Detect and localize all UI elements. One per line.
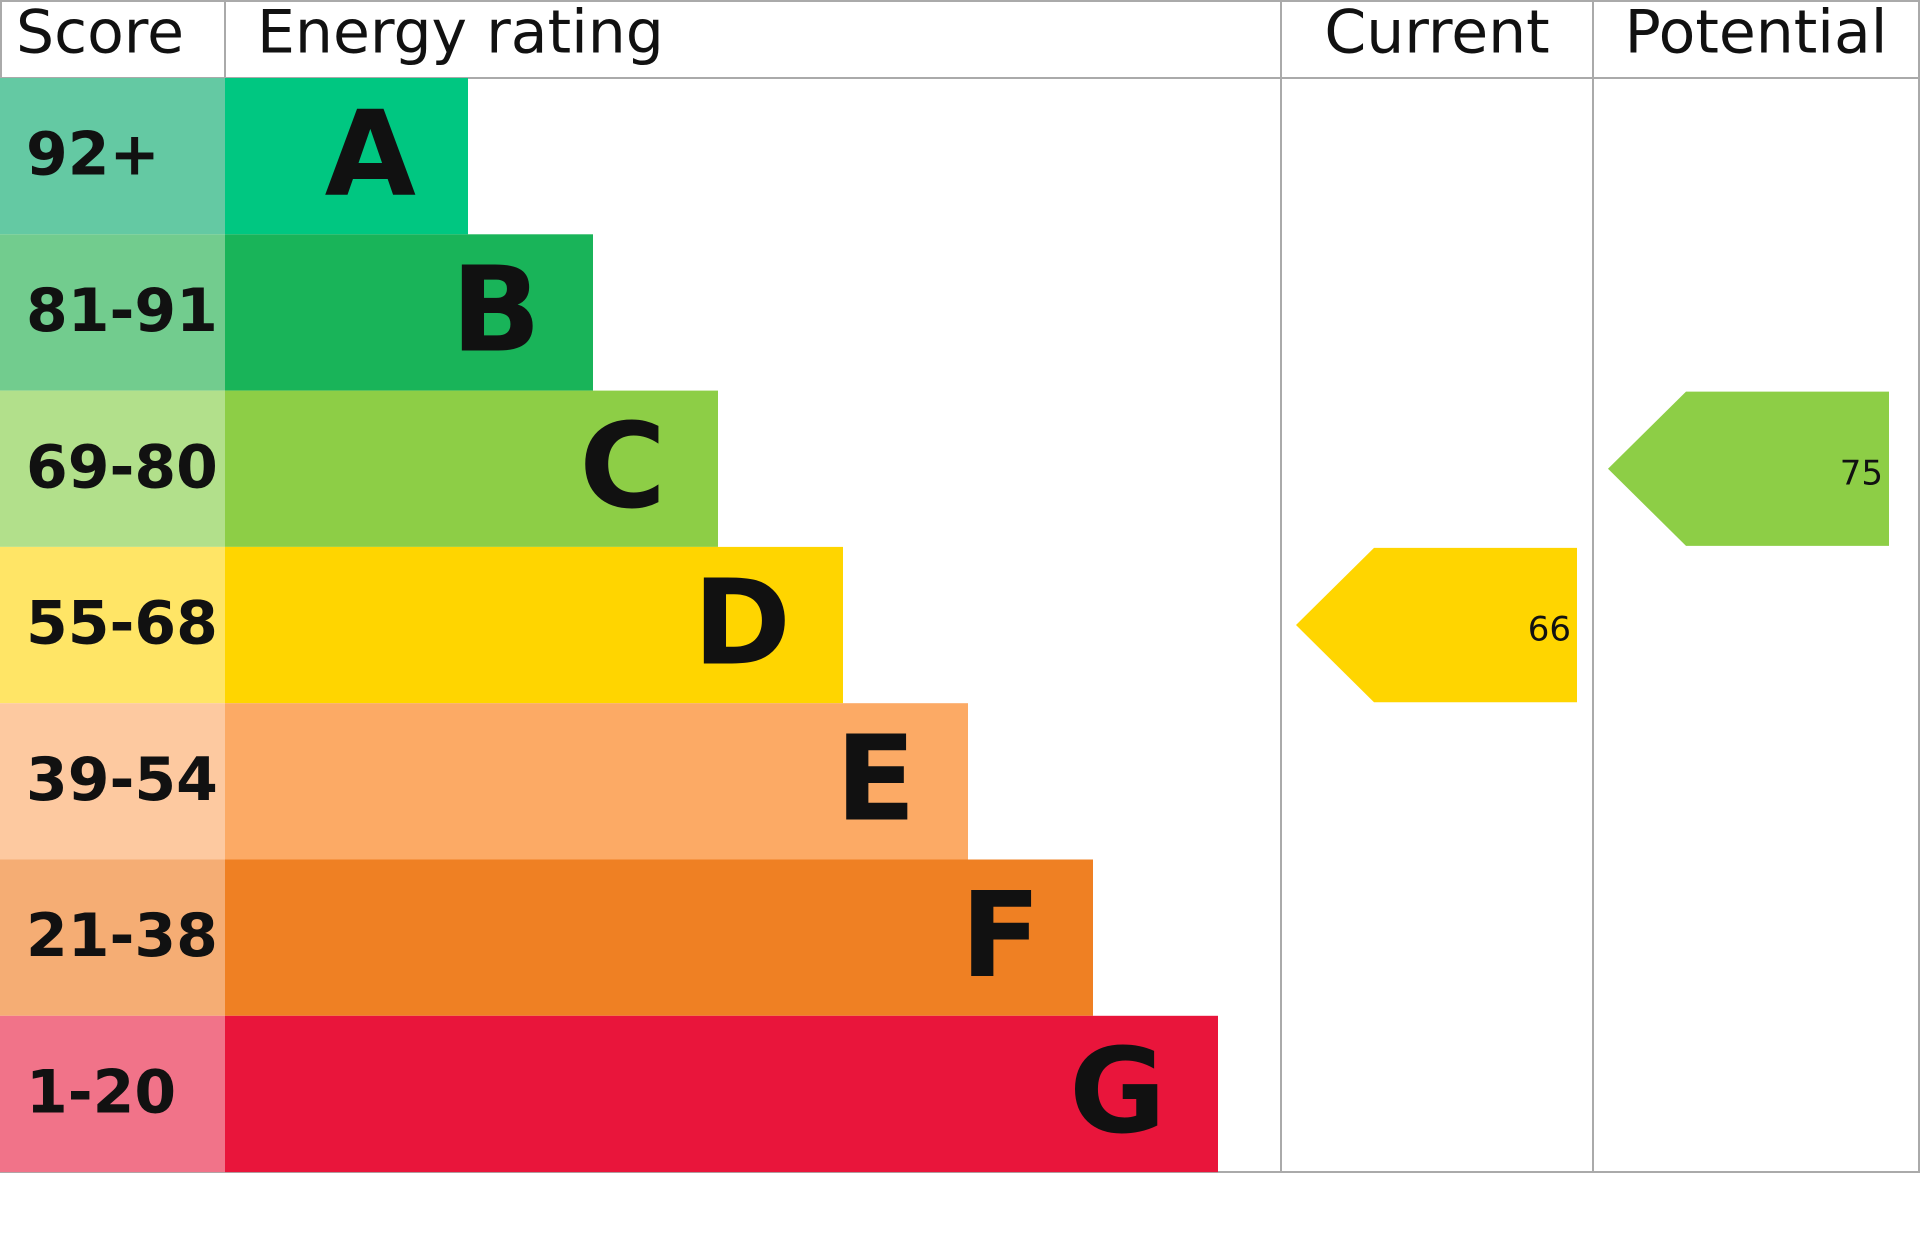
score-label: 69-80: [26, 432, 218, 502]
score-cell: [0, 859, 225, 1016]
rating-bar: [225, 390, 718, 547]
score-cell: [0, 78, 225, 235]
rating-bar: [225, 859, 1093, 1016]
score-label: 21-38: [26, 901, 218, 971]
rating-letter: B: [451, 241, 541, 379]
rating-bar: [225, 546, 843, 704]
rating-bar: [225, 78, 468, 235]
rating-letter: C: [579, 397, 666, 535]
current-value: 66: [1528, 610, 1571, 650]
header-current: Current: [1324, 0, 1549, 68]
header-score: Score: [16, 0, 184, 68]
rating-bar: [225, 234, 593, 391]
score-label: 55-68: [26, 589, 218, 659]
header-rating: Energy rating: [257, 0, 664, 68]
score-label: 1-20: [26, 1058, 176, 1128]
rating-bar: [225, 1015, 1218, 1173]
header-potential: Potential: [1625, 0, 1888, 68]
score-cell: [0, 390, 225, 547]
rating-bar: [225, 703, 968, 860]
potential-value: 75: [1840, 453, 1883, 493]
score-cell: [0, 703, 225, 860]
current-arrow: [1296, 547, 1577, 703]
rating-letter: D: [693, 553, 791, 691]
rating-letter: E: [835, 710, 916, 848]
rating-letter: A: [325, 84, 416, 222]
score-label: 39-54: [26, 745, 218, 815]
score-label: 92+: [26, 120, 160, 190]
score-cell: [0, 546, 225, 704]
score-cell: [0, 1015, 225, 1173]
potential-arrow: [1608, 391, 1889, 546]
rating-letter: G: [1069, 1022, 1166, 1160]
score-cell: [0, 234, 225, 391]
rating-letter: F: [960, 866, 1041, 1004]
score-label: 81-91: [26, 276, 218, 346]
